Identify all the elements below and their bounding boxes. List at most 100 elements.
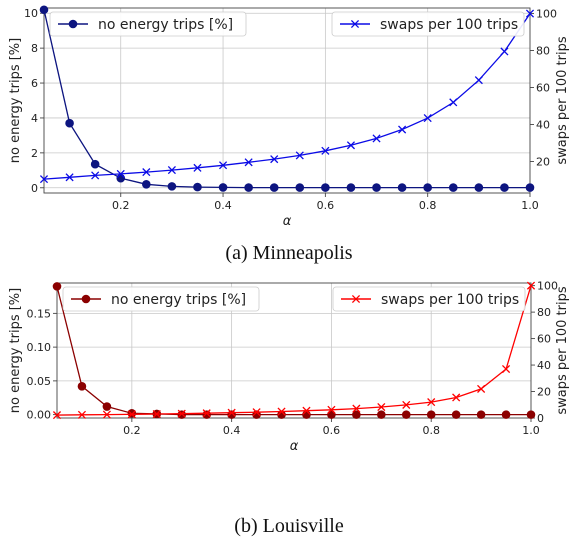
panel-b-xtick-label: 0.4 <box>223 424 241 437</box>
panel-b-series-0-point <box>501 410 511 419</box>
panel-a-ytick-right-label: 20 <box>536 156 550 169</box>
panel-a-series-1-point <box>65 173 74 182</box>
panel-b-legend-1-swatch-marker <box>351 294 361 304</box>
panel-a-series-0-point <box>65 118 74 128</box>
panel-a-xtick-label: 0.2 <box>112 199 130 212</box>
panel-a-series-1-point-stroke <box>398 125 407 134</box>
panel-b-legend-1-box <box>332 286 526 312</box>
panel-b-caption: (b) Louisville <box>234 515 344 537</box>
panel-b-series-1-point <box>477 384 486 393</box>
panel-b-legend-0-label: no energy trips [%] <box>111 292 246 308</box>
panel-a-series-0-point <box>423 183 432 192</box>
panel-b-series-0-point <box>476 410 486 419</box>
panel-b-series-0-point <box>526 410 536 419</box>
panel-a-series-1-point-stroke <box>218 161 228 170</box>
panel-a-series-0-point <box>116 173 126 183</box>
panel-b-series-0-point <box>102 402 112 411</box>
panel-b-series-1-point <box>252 408 261 417</box>
panel-b-ytick-right-label: 80 <box>537 306 551 319</box>
panel-b-series-1-point <box>302 406 311 415</box>
panel-b-series-0-point <box>327 410 336 419</box>
panel-b-series-0-point <box>52 282 62 291</box>
panel-b-series-1-point-stroke <box>177 409 186 418</box>
panel-a-series-0-point <box>193 182 202 192</box>
panel-a-series-1-point <box>346 141 356 150</box>
panel-b-series-1-point <box>402 400 411 409</box>
panel-b-series-1-line <box>56 285 532 416</box>
panel-a-series-1-point-stroke <box>372 134 381 143</box>
panel-b-series-1-point-stroke <box>52 411 62 420</box>
panel-b-series-0-point <box>202 410 211 419</box>
panel-a-series-1-point-stroke <box>65 173 74 182</box>
panel-a-series-0-point <box>90 159 100 169</box>
panel-b-series-1-point-stroke <box>302 406 311 415</box>
panel-b-series-0-point <box>127 408 137 418</box>
panel-a-series-0-point <box>500 183 509 192</box>
panel-b-series-1-point-stroke <box>352 404 361 413</box>
panel-b-series-1-point-stroke <box>102 410 111 419</box>
panel-a-series-0-point <box>397 183 407 192</box>
panel-b-ytick-left-label: 0.00 <box>27 409 52 422</box>
panel-b-legend-0-swatch-marker <box>81 294 91 304</box>
panel-a-series-1-point <box>193 163 202 172</box>
panel-a-series-1-point <box>423 114 432 123</box>
panel-b-legend-0-box <box>62 286 260 312</box>
panel-a-series-1-point-stroke <box>116 169 125 179</box>
panel-b-ytick-right-label: 60 <box>537 333 551 346</box>
panel-a-series-0-point <box>167 182 177 191</box>
panel-a-legend-1-swatch-marker <box>350 19 360 29</box>
panel-b-series-1-point <box>427 398 436 407</box>
panel-b-legend-1-swatch-marker-stroke <box>351 294 361 304</box>
panel-b-series-1-point-stroke <box>402 400 411 409</box>
panel-a-series-1-point-stroke <box>423 114 432 123</box>
panel-a-series-1-point <box>321 146 330 155</box>
panel-b-ytick-right-label: 100 <box>537 280 558 293</box>
panel-b-series-1-point-stroke <box>202 409 211 418</box>
panel-a-ytick-left-label: 0 <box>31 182 38 195</box>
panel-a-y-axis-left-label: no energy trips [%] <box>8 38 23 163</box>
panel-b-ytick-right-label: 20 <box>537 386 551 399</box>
panel-a-series-1-point <box>39 175 49 184</box>
panel-a-series-0-point <box>39 5 49 15</box>
panel-b-series-1-point <box>452 393 461 402</box>
panel-a-xtick-label: 0.8 <box>419 199 437 212</box>
panel-b-plot-frame <box>56 282 532 419</box>
panel-a-series-0-point <box>321 183 330 192</box>
panel-b-series-0-point <box>401 410 411 419</box>
panel-b-xtick-label: 0.8 <box>422 424 440 437</box>
panel-a-series-1-point <box>244 158 253 167</box>
panel-a-series-1-point-stroke <box>244 158 253 167</box>
panel-a-plot-frame <box>43 7 531 194</box>
panel-a-series-1-point-stroke <box>91 171 100 180</box>
panel-a-series-1-point-stroke <box>500 47 509 56</box>
panel-b-ytick-right-label: 0 <box>537 412 544 425</box>
panel-a-series-1-point <box>218 161 228 170</box>
panel-a-caption: (a) Minneapolis <box>225 242 352 264</box>
panel-a-ytick-left-label: 2 <box>31 147 38 160</box>
panel-a-ytick-right-label: 60 <box>536 82 550 95</box>
panel-b-y-axis-left-label: no energy trips [%] <box>8 288 23 413</box>
panel-b-legend-1-label: swaps per 100 trips <box>381 292 519 308</box>
panel-b-series-1-point <box>152 409 161 419</box>
panel-a-xtick-label: 0.6 <box>317 199 335 212</box>
panel-b-series-1-point <box>127 410 136 419</box>
panel-b-ytick-left-label: 0.15 <box>27 307 52 320</box>
panel-b-ytick-left-label: 0.10 <box>27 341 52 354</box>
panel-b-series-1-point-stroke <box>427 398 436 407</box>
panel-b-series-1-point <box>52 411 62 420</box>
panel-a-series-1-point-stroke <box>525 9 535 18</box>
panel-a-series-1-point-stroke <box>449 98 458 107</box>
panel-a-series-1-point-stroke <box>39 175 49 184</box>
panel-a-legend-0-box <box>49 11 247 37</box>
panel-a-ytick-right-label: 80 <box>536 45 550 58</box>
panel-a-xtick-label: 1.0 <box>521 199 539 212</box>
panel-b-series-0-point <box>77 381 87 391</box>
panel-b-series-0-point <box>377 410 386 419</box>
panel-a-series-0-point <box>142 179 151 189</box>
panel-b-xtick-label: 1.0 <box>522 424 540 437</box>
panel-a-ytick-left-label: 6 <box>31 77 38 90</box>
panel-b-series-1-point-stroke <box>377 402 386 412</box>
panel-b-series-1-point <box>227 408 236 417</box>
panel-a-ytick-right-label: 40 <box>536 119 550 132</box>
